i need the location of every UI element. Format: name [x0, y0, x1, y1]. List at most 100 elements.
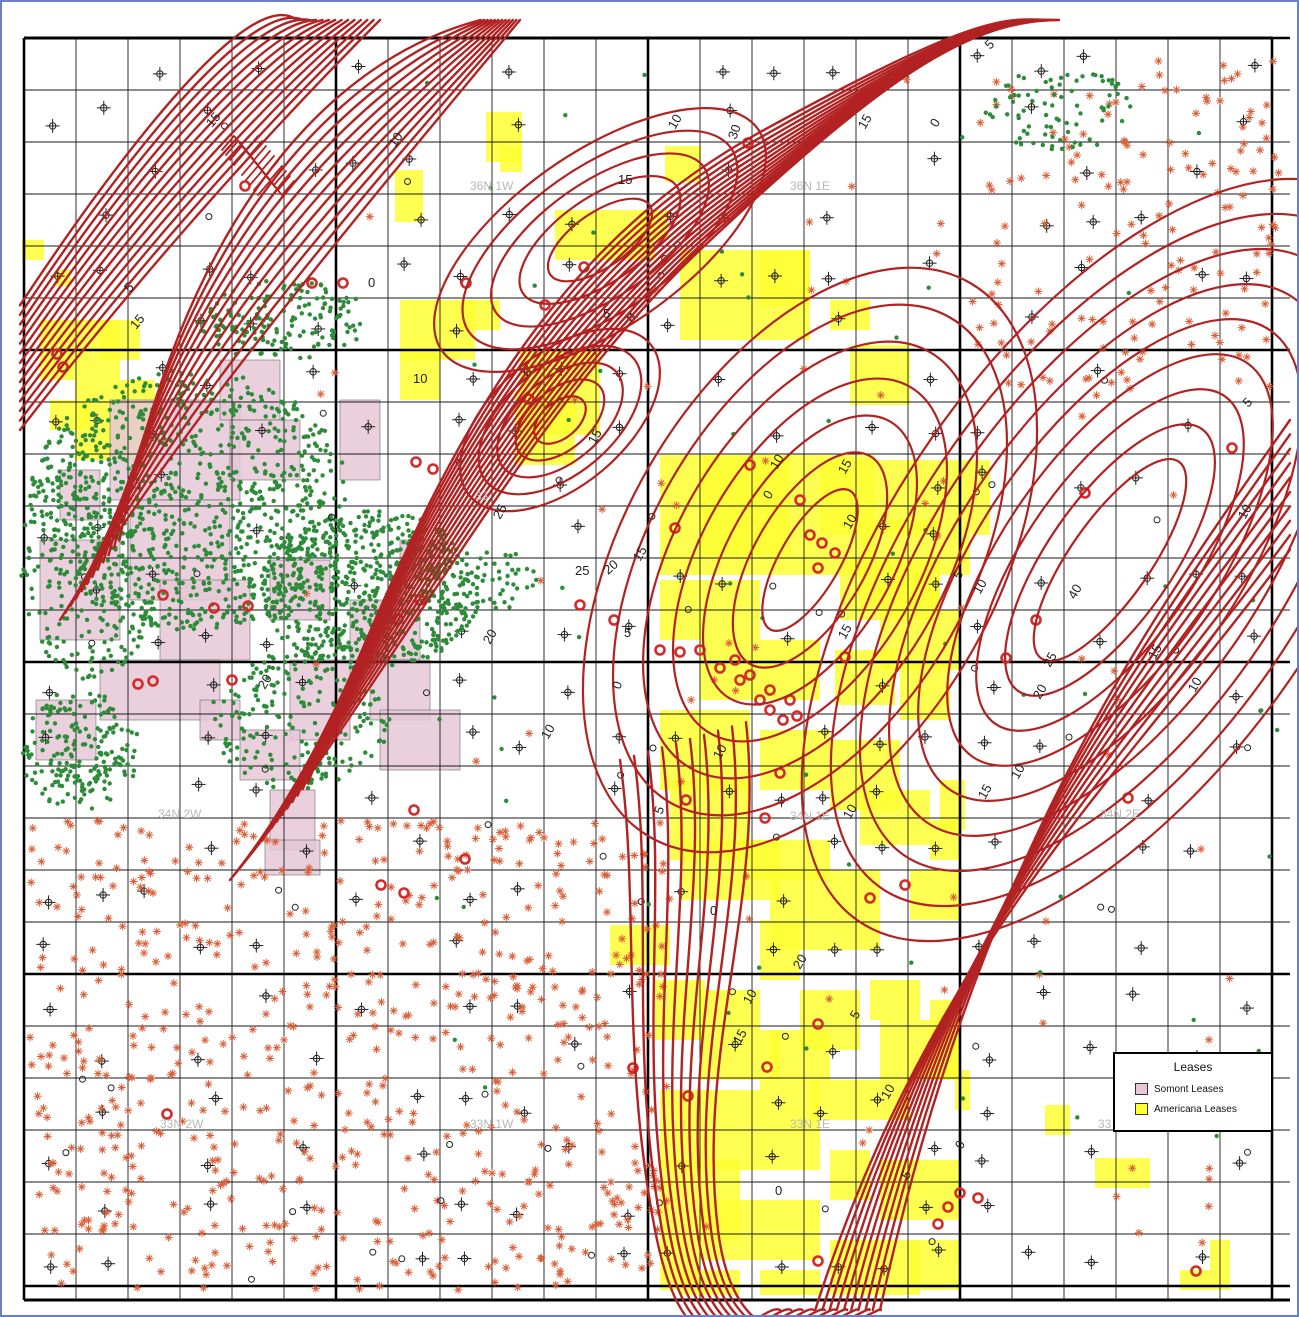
oil-well-dot-icon [240, 511, 246, 516]
gas-well-star-icon [558, 917, 567, 926]
gas-well-star-icon [1233, 70, 1242, 78]
oil-well-dot-icon [130, 546, 135, 552]
oil-well-dot-icon [234, 756, 240, 762]
oil-well-dot-icon [297, 333, 303, 338]
oil-well-dot-icon [250, 662, 255, 668]
oil-well-dot-icon [113, 756, 118, 761]
oil-well-dot-icon [126, 593, 131, 599]
gas-well-star-icon [88, 946, 97, 955]
oil-well-dot-icon [990, 114, 995, 120]
oil-well-dot-icon [459, 624, 464, 629]
gas-well-star-icon [564, 1033, 573, 1042]
oil-well-dot-icon [306, 443, 311, 448]
gas-well-star-icon [338, 1153, 347, 1162]
gas-well-star-icon [657, 970, 665, 979]
oil-well-dot-icon [272, 575, 277, 581]
dry-hole-symbol-icon [980, 1106, 995, 1121]
oil-well-dot-icon [92, 674, 97, 679]
oil-well-dot-icon [197, 461, 203, 466]
dry-hole-symbol-icon [259, 637, 274, 652]
oil-well-dot-icon [100, 594, 106, 600]
oil-well-dot-icon [63, 708, 68, 713]
oil-well-dot-icon [102, 786, 107, 792]
oil-well-dot-icon [398, 547, 403, 552]
oil-well-dot-icon [295, 624, 300, 629]
oil-well-dot-icon [75, 544, 80, 549]
oil-well-dot-icon [120, 410, 126, 416]
gas-well-star-icon [336, 816, 345, 825]
oil-well-dot-icon [1124, 95, 1129, 101]
oil-well-dot-icon [92, 737, 98, 742]
dry-hole-symbol-icon [203, 1197, 218, 1212]
oil-well-dot-icon [82, 553, 88, 558]
gas-well-star-icon [322, 1262, 331, 1271]
oil-well-dot-icon [230, 424, 235, 430]
oil-well-dot-icon [1021, 128, 1026, 134]
oil-well-dot-icon [207, 586, 212, 592]
gas-well-star-icon [300, 1147, 309, 1156]
oil-well-dot-icon [116, 572, 121, 577]
oil-well-dot-icon [72, 727, 77, 733]
oil-well-dot-icon [59, 603, 64, 609]
dry-hole-symbol-icon [43, 1259, 58, 1274]
oil-well-dot-icon [113, 633, 119, 638]
oil-well-dot-icon [126, 603, 131, 609]
oil-well-dot-icon [49, 537, 54, 542]
oil-well-dot-icon [121, 561, 126, 567]
oil-well-dot-icon [68, 769, 73, 774]
oil-well-dot-icon [310, 655, 315, 660]
oil-well-dot-icon [455, 560, 460, 566]
dry-hole-symbol-icon [1027, 934, 1042, 949]
oil-well-dot-icon [328, 468, 334, 473]
oil-well-dot-icon [264, 780, 270, 786]
oil-well-dot-icon [424, 621, 430, 627]
oil-well-dot-icon [473, 609, 478, 615]
oil-well-dot-icon [312, 720, 318, 726]
gas-well-star-icon [53, 1187, 62, 1196]
oil-well-dot-icon [465, 571, 470, 577]
oil-well-dot-icon [86, 733, 92, 739]
oil-well-dot-icon [52, 753, 57, 758]
oil-well-dot-icon [239, 431, 245, 436]
gas-well-star-icon [615, 960, 624, 969]
oil-well-dot-icon [282, 428, 288, 433]
oil-well-dot-icon [314, 569, 319, 575]
gas-well-star-icon [196, 1017, 204, 1026]
gas-well-star-icon [386, 1026, 395, 1035]
gas-well-star-icon [39, 1104, 48, 1112]
gas-well-star-icon [508, 1243, 517, 1252]
gas-well-star-icon [578, 1013, 587, 1022]
oil-well-dot-icon [271, 683, 276, 688]
oil-well-dot-icon [560, 585, 565, 590]
oil-well-dot-icon [162, 580, 167, 585]
gas-well-star-icon [630, 899, 639, 908]
gas-well-star-icon [211, 1166, 220, 1175]
oil-well-dot-icon [68, 430, 74, 435]
gas-well-star-icon [550, 983, 559, 992]
oil-well-dot-icon [153, 503, 159, 508]
oil-well-dot-icon [82, 526, 87, 531]
oil-well-dot-icon [1048, 77, 1053, 83]
gas-well-star-icon [501, 1101, 510, 1110]
oil-well-dot-icon [296, 603, 301, 608]
oil-well-dot-icon [147, 615, 152, 620]
oil-well-dot-icon [61, 472, 66, 477]
oil-well-dot-icon [111, 400, 116, 405]
oil-well-dot-icon [308, 427, 313, 432]
gas-well-star-icon [488, 835, 497, 844]
oil-well-dot-icon [280, 579, 285, 584]
oil-well-dot-icon [336, 637, 341, 643]
oil-well-dot-icon [46, 465, 51, 470]
oil-well-dot-icon [114, 626, 119, 631]
gas-well-star-icon [204, 1007, 213, 1016]
gas-well-star-icon [544, 951, 553, 960]
oil-well-dot-icon [283, 345, 288, 350]
oil-well-dot-icon [49, 606, 54, 612]
oil-well-dot-icon [214, 407, 220, 412]
gas-well-star-icon [77, 1220, 86, 1229]
oil-well-dot-icon [42, 786, 48, 792]
oil-well-dot-icon [460, 581, 466, 587]
oil-well-dot-icon [140, 426, 145, 431]
